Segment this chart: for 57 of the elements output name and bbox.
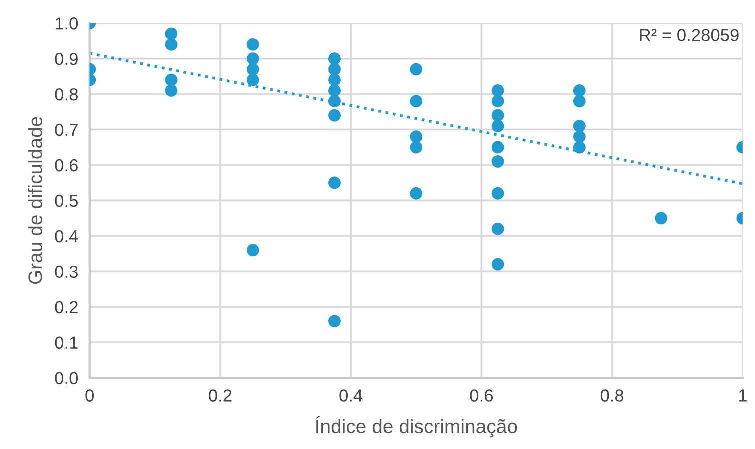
point (246, 244, 260, 257)
point (410, 95, 423, 108)
y-tick-label: 0.3 (55, 266, 78, 278)
point (492, 95, 504, 108)
x-tick-label: 0.4 (340, 390, 363, 402)
point (492, 120, 504, 132)
point (573, 130, 586, 144)
x-tick-label: 0.2 (209, 390, 232, 402)
point (328, 95, 341, 108)
point (246, 38, 260, 51)
point (492, 84, 504, 97)
point (328, 315, 341, 328)
point (328, 74, 341, 86)
point (328, 109, 341, 122)
y-tick-label: 0.7 (55, 124, 78, 136)
point (573, 120, 586, 132)
point (165, 28, 178, 40)
point (165, 84, 178, 97)
point (492, 155, 504, 168)
point (573, 95, 586, 108)
point (492, 141, 504, 154)
point (328, 176, 341, 190)
y-tick-label: 0.0 (55, 372, 78, 385)
point (328, 63, 341, 76)
y-tick-label: 1.0 (56, 18, 78, 30)
point (655, 212, 668, 225)
point (328, 52, 341, 66)
y-tick-label: 0.4 (55, 230, 78, 243)
point (410, 63, 423, 76)
y-tick-label: 0.5 (55, 194, 78, 208)
point (246, 74, 260, 86)
point (573, 141, 586, 154)
point (573, 84, 586, 97)
point (492, 187, 504, 200)
x-tick-label: 0.8 (600, 390, 624, 402)
point (165, 38, 178, 51)
point (410, 187, 423, 200)
y-axis-title: Grau de dificuldade (28, 117, 42, 284)
point (492, 222, 504, 236)
x-tick-label: 0.6 (470, 390, 493, 402)
point (246, 63, 260, 76)
point (492, 109, 504, 122)
y-tick-label: 0.6 (55, 159, 78, 172)
y-tick-label: 0.8 (55, 88, 78, 101)
x-axis-title: Índice de discriminação (316, 416, 518, 438)
point (246, 52, 260, 66)
y-tick-label: 0.2 (55, 301, 78, 314)
annotation: R² = 0.28059 (640, 29, 739, 42)
point (492, 258, 504, 271)
y-tick-label: 0.9 (55, 52, 78, 66)
y-tick-label: 0.1 (55, 336, 78, 350)
point (410, 130, 423, 144)
x-tick-label: 0 (86, 390, 94, 402)
x-tick-label: 1 (739, 390, 747, 402)
point (165, 74, 178, 86)
point (328, 84, 341, 97)
point (410, 141, 423, 154)
